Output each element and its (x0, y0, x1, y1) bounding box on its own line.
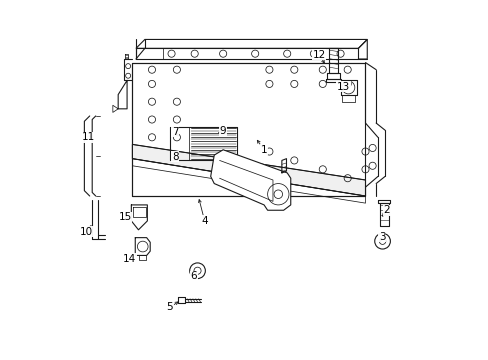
Polygon shape (136, 48, 358, 59)
Text: 1: 1 (260, 145, 267, 155)
Text: 7: 7 (171, 127, 178, 137)
Polygon shape (210, 150, 290, 210)
Text: 9: 9 (220, 126, 226, 136)
Text: 3: 3 (378, 232, 385, 242)
Text: 12: 12 (312, 50, 325, 60)
Text: 2: 2 (383, 205, 389, 215)
Text: 15: 15 (119, 212, 132, 222)
Polygon shape (132, 144, 365, 196)
Polygon shape (136, 40, 366, 48)
Text: 13: 13 (336, 82, 349, 92)
Text: 4: 4 (201, 216, 207, 226)
Text: 5: 5 (166, 302, 173, 312)
Polygon shape (132, 63, 365, 196)
Text: 6: 6 (190, 271, 197, 281)
Text: 10: 10 (80, 226, 93, 237)
Text: 14: 14 (123, 254, 136, 264)
Text: 11: 11 (82, 132, 95, 142)
Text: 8: 8 (171, 152, 178, 162)
